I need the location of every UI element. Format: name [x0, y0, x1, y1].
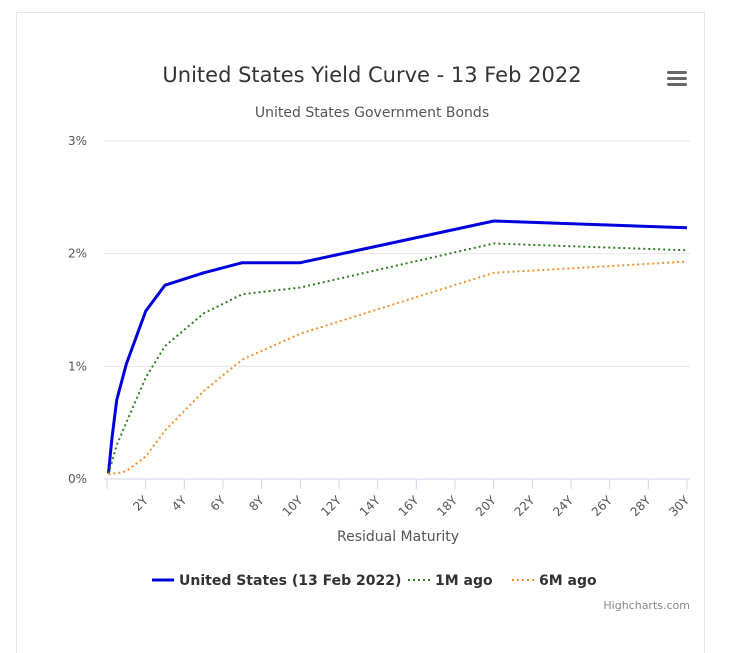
yield-curve-chart: United States Yield Curve - 13 Feb 2022 …: [68, 63, 693, 612]
y-tick-label: 1%: [68, 359, 87, 373]
x-axis-ticks: 2Y 4Y 6Y 8Y 10Y 12Y 14Y 16Y 18Y 20Y 22Y 24Y 26Y 28Y 30…: [106, 479, 693, 519]
x-tick-label: 26Y: [589, 493, 615, 519]
legend-item[interactable]: United States (13 Feb 2022): [152, 573, 401, 589]
chart-title: United States Yield Curve - 13 Feb 2022: [162, 63, 581, 87]
legend-item[interactable]: 6M ago: [512, 573, 597, 589]
y-gridlines: [104, 140, 690, 367]
x-tick-label: 12Y: [318, 493, 344, 519]
x-tick-label: 30Y: [666, 493, 692, 519]
legend-label: 1M ago: [435, 573, 493, 589]
y-axis-ticks: 0% 1% 2% 3%: [68, 134, 87, 486]
x-tick-label: 10Y: [280, 493, 306, 519]
legend-item[interactable]: 1M ago: [408, 573, 493, 589]
series-line-2: [107, 242, 688, 474]
y-tick-label: 2%: [68, 247, 87, 261]
x-tick-label: 18Y: [434, 493, 460, 519]
y-tick-label: 3%: [68, 134, 87, 148]
chart-subtitle: United States Government Bonds: [255, 105, 489, 121]
series-line-1: [107, 219, 688, 474]
x-tick-label: 24Y: [550, 493, 576, 519]
x-tick-label: 16Y: [396, 493, 422, 519]
x-tick-label: 22Y: [512, 493, 538, 519]
chart-frame: [16, 12, 705, 653]
x-axis-title: Residual Maturity: [337, 529, 459, 545]
x-tick-label: 8Y: [246, 493, 267, 514]
legend-label: 6M ago: [539, 573, 597, 589]
x-tick-label: 20Y: [473, 493, 499, 519]
legend-label: United States (13 Feb 2022): [179, 573, 401, 589]
x-tick-label: 14Y: [357, 493, 383, 519]
hamburger-menu-icon[interactable]: [667, 71, 687, 86]
credits-link[interactable]: Highcharts.com: [603, 599, 690, 612]
legend: United States (13 Feb 2022) 1M ago 6M ago: [152, 573, 597, 589]
x-tick-label: 28Y: [628, 493, 654, 519]
x-tick-label: 4Y: [169, 493, 190, 514]
y-tick-label: 0%: [68, 472, 87, 486]
x-tick-label: 2Y: [130, 493, 151, 514]
series-lines: [107, 219, 688, 476]
series-line-3: [108, 260, 688, 476]
x-tick-label: 6Y: [208, 493, 229, 514]
